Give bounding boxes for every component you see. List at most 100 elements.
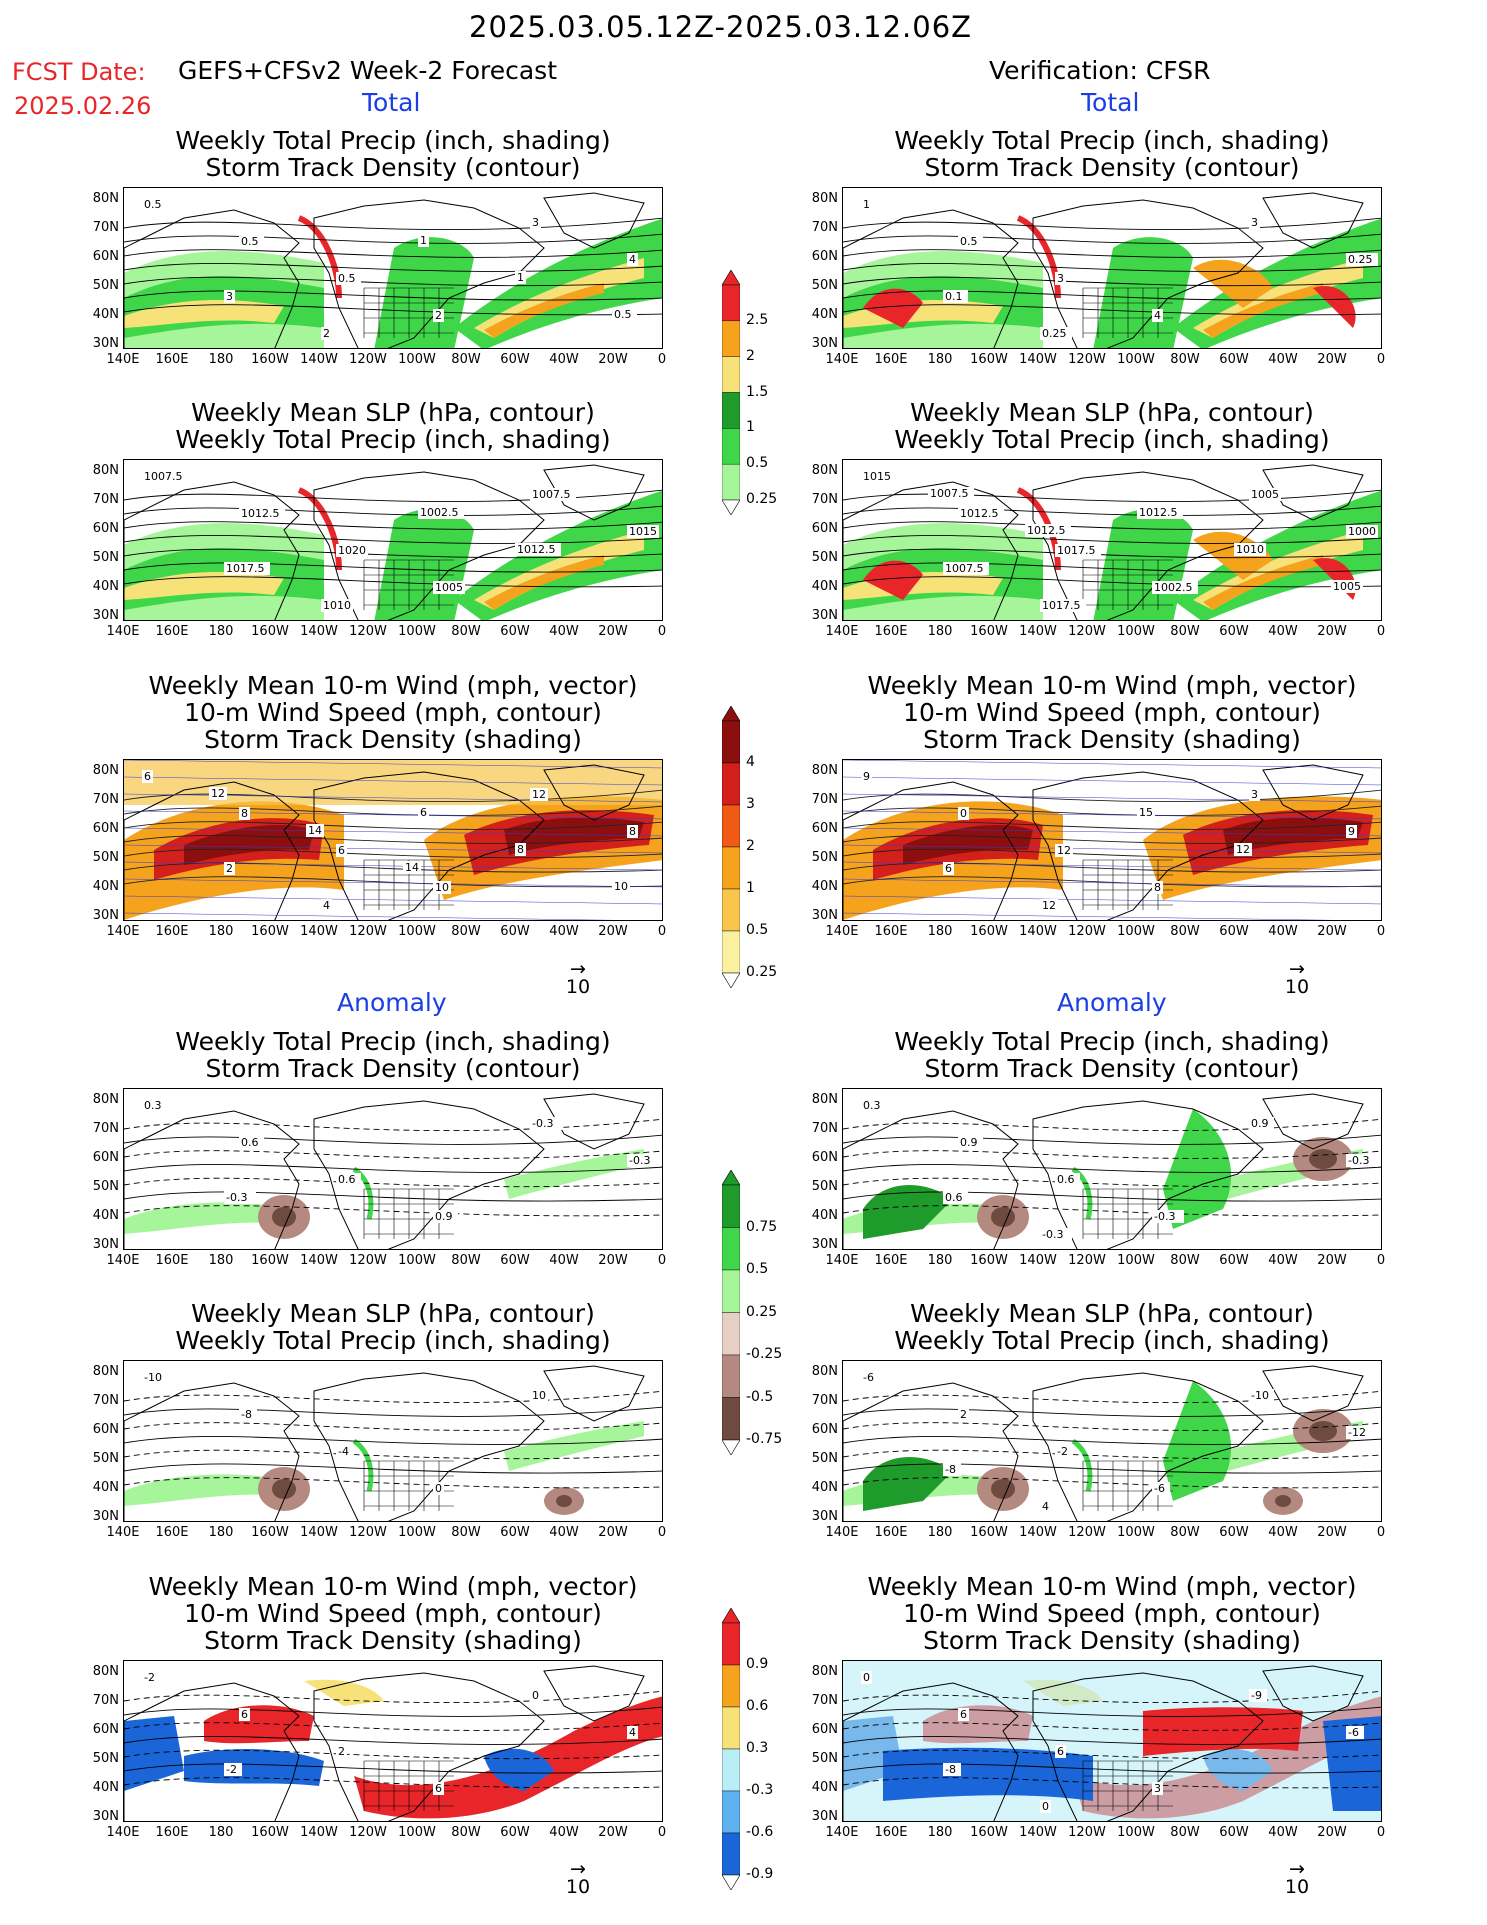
svg-text:-4: -4	[338, 1445, 349, 1458]
svg-text:0.9: 0.9	[435, 1210, 453, 1223]
contour-label: 1010	[1234, 543, 1266, 556]
lon-tick-label: 180	[208, 1825, 234, 1840]
svg-text:0.6: 0.6	[945, 1191, 963, 1204]
lon-tick-label: 140E	[825, 352, 859, 367]
svg-text:1020: 1020	[338, 544, 366, 557]
lon-tick-label: 160E	[874, 352, 908, 367]
svg-text:6: 6	[435, 1782, 442, 1795]
contour-label: -0.3	[1152, 1210, 1184, 1223]
lat-tick-label: 50N	[811, 550, 838, 565]
lat-tick-label: 40N	[811, 1780, 838, 1795]
panel-title-fc-precip-anom: Weekly Total Precip (inch, shading) Stor…	[175, 1027, 611, 1083]
contour-label: 2	[224, 862, 235, 875]
section-anomaly-left: Anomaly	[337, 988, 447, 1017]
colorbar-tick-label: 1	[746, 880, 755, 896]
contour-label: 10	[433, 881, 451, 894]
lon-tick-label: 120W	[1068, 1825, 1106, 1840]
svg-text:3: 3	[1251, 788, 1258, 801]
colorbar-tick-label: 2	[746, 838, 755, 854]
lon-tick-label: 60W	[500, 1525, 530, 1540]
lon-tick-label: 140W	[300, 924, 338, 939]
contour-label: 9	[1346, 825, 1357, 838]
lon-tick-label: 60W	[500, 1825, 530, 1840]
contour-label: 1007.5	[928, 487, 974, 500]
svg-text:1: 1	[863, 198, 870, 211]
svg-text:1017.5: 1017.5	[1057, 544, 1096, 557]
lon-tick-label: 20W	[598, 624, 628, 639]
contour-label: 1012.5	[958, 507, 1004, 520]
lon-tick-label: 180	[208, 1525, 234, 1540]
svg-text:-6: -6	[1348, 1726, 1359, 1739]
colorbar-tick-label: 0.5	[746, 1261, 769, 1277]
contour-label: 2	[336, 1745, 347, 1758]
lat-tick-label: 70N	[811, 492, 838, 507]
contour-label: 1002.5	[1152, 581, 1198, 594]
contour-label: -0.3	[224, 1191, 256, 1204]
svg-text:12: 12	[1236, 843, 1250, 856]
lon-tick-label: 160W	[970, 1825, 1008, 1840]
lat-tick-label: 80N	[92, 763, 119, 778]
lon-tick-label: 140W	[300, 624, 338, 639]
svg-text:0.3: 0.3	[144, 1099, 162, 1112]
lon-tick-label: 80W	[451, 352, 481, 367]
lon-tick-label: 20W	[1317, 1825, 1347, 1840]
lon-tick-label: 40W	[549, 1253, 579, 1268]
contour-label: 0.9	[958, 1136, 983, 1149]
contour-label: 1017.5	[1040, 599, 1086, 612]
lat-tick-label: 70N	[811, 1693, 838, 1708]
contour-label: -6	[1346, 1726, 1364, 1739]
contour-label: 0.9	[433, 1210, 458, 1223]
colorbar-swatch	[721, 428, 741, 465]
svg-text:2: 2	[960, 1408, 967, 1421]
contour-label: 9	[861, 770, 872, 783]
fcst-date-label: FCST Date:	[12, 58, 146, 86]
lat-tick-label: 50N	[92, 1451, 119, 1466]
contour-label: 0	[433, 1482, 444, 1495]
contour-label: 6	[239, 1708, 250, 1721]
lon-tick-label: 60W	[1219, 352, 1249, 367]
contour-label: 0	[958, 807, 969, 820]
contour-label: -10	[142, 1371, 167, 1384]
contour-label: 1000	[1346, 525, 1378, 538]
contour-label: 2	[321, 327, 332, 340]
lon-tick-label: 20W	[1317, 1253, 1347, 1268]
svg-text:10: 10	[532, 1389, 546, 1402]
lat-tick-label: 40N	[92, 879, 119, 894]
svg-text:3: 3	[226, 290, 233, 303]
panel-title-vf-precip: Weekly Total Precip (inch, shading) Stor…	[894, 126, 1330, 182]
colorbar-tick-label: -0.75	[746, 1431, 783, 1447]
lat-tick-label: 30N	[811, 336, 838, 351]
lon-tick-label: 120W	[1068, 352, 1106, 367]
colorbar-swatch	[721, 320, 741, 357]
colorbar-swatch	[721, 1706, 741, 1750]
lon-tick-label: 180	[208, 624, 234, 639]
lon-tick-label: 40W	[549, 352, 579, 367]
svg-text:-8: -8	[241, 1408, 252, 1421]
svg-text:1000: 1000	[1348, 525, 1376, 538]
lon-tick-label: 0	[1376, 924, 1386, 939]
section-total-right: Total	[1081, 88, 1140, 117]
lat-tick-label: 30N	[92, 608, 119, 623]
lon-tick-label: 40W	[1268, 924, 1298, 939]
svg-text:4: 4	[323, 899, 330, 912]
svg-text:8: 8	[517, 843, 524, 856]
vector-reference-fc-total: → 10	[548, 960, 608, 999]
lat-tick-label: 70N	[811, 1393, 838, 1408]
colorbar-swatch	[721, 762, 741, 806]
date-range-title: 2025.03.05.12Z-2025.03.12.06Z	[469, 10, 973, 44]
contour-label: 0.6	[1055, 1173, 1080, 1186]
contour-label: -12	[1346, 1426, 1371, 1439]
svg-text:0.1: 0.1	[945, 290, 963, 303]
lon-tick-label: 140W	[300, 1825, 338, 1840]
verification-title: Verification: CFSR	[989, 56, 1211, 85]
contour-label: 0.25	[1040, 327, 1072, 340]
contour-label: -4	[336, 1445, 354, 1458]
lon-tick-label: 120W	[349, 1525, 387, 1540]
contour-label: 1005	[433, 581, 465, 594]
lon-tick-label: 180	[927, 924, 953, 939]
colorbar-track-total	[721, 705, 741, 989]
lon-tick-label: 100W	[1117, 1253, 1155, 1268]
panel-title-fc-slp-anom: Weekly Mean SLP (hPa, contour) Weekly To…	[175, 1299, 611, 1355]
lon-tick-label: 160E	[155, 924, 189, 939]
colorbar-swatch	[721, 1748, 741, 1792]
